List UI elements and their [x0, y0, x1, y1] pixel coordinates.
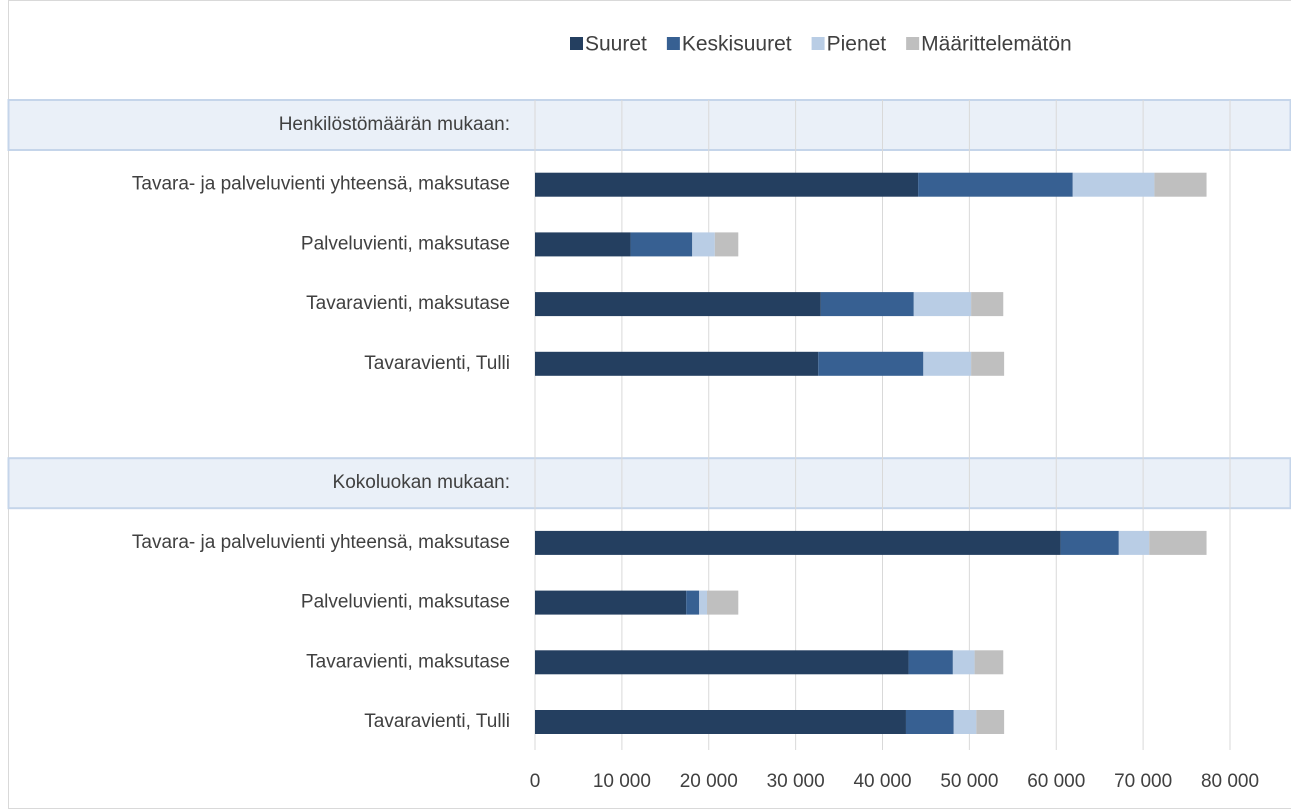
y-tick-label: Tavara- ja palveluvienti yhteensä, maksu… [132, 532, 510, 553]
bar-segment [1149, 530, 1207, 555]
x-tick-label: 30 000 [767, 771, 825, 792]
bar-segment [535, 530, 1061, 555]
bar-segment [1072, 172, 1155, 197]
bar-segment [913, 292, 972, 317]
bar-segment [692, 232, 715, 257]
bar-segment [699, 590, 708, 615]
bar-segment [1118, 530, 1150, 555]
legend-swatch [570, 37, 583, 50]
bar-segment [918, 172, 1073, 197]
bar-segment [1060, 530, 1119, 555]
bar-segment [535, 710, 906, 734]
y-tick-label: Tavaravienti, maksutase [306, 293, 510, 314]
bar-segment [535, 351, 819, 376]
bar-segment [971, 292, 1004, 317]
bar-segment [923, 351, 972, 376]
x-tick-label: 20 000 [680, 771, 738, 792]
legend-label: Keskisuuret [682, 33, 792, 56]
bar-segment [630, 232, 693, 257]
bar-segment [535, 292, 821, 317]
x-tick-label: 0 [530, 771, 541, 792]
x-tick-label: 80 000 [1201, 771, 1259, 792]
y-tick-label: Kokoluokan mukaan: [333, 472, 510, 493]
y-tick-label: Tavaravienti, Tulli [364, 711, 510, 732]
legend-swatch [811, 37, 825, 50]
y-tick-label: Henkilöstömäärän mukaan: [279, 114, 510, 135]
bar-segment [820, 292, 914, 317]
bar-segment [976, 710, 1005, 734]
x-tick-label: 50 000 [940, 771, 998, 792]
bar-segment [1154, 172, 1207, 197]
bar-segment [952, 650, 975, 675]
bar-segment [971, 351, 1005, 376]
bar-segment [714, 232, 739, 257]
y-tick-label: Palveluvienti, maksutase [301, 233, 510, 254]
bar-segment [535, 172, 919, 197]
bar-segment [535, 590, 687, 615]
x-tick-label: 40 000 [853, 771, 911, 792]
bar-segment [908, 650, 953, 675]
bar-segment [535, 232, 631, 257]
bar-segment [818, 351, 924, 376]
y-tick-label: Tavaravienti, maksutase [306, 651, 510, 672]
x-tick-label: 60 000 [1027, 771, 1085, 792]
bar-segment [905, 710, 954, 734]
bar-segment [686, 590, 700, 615]
bar-segment [535, 650, 909, 675]
y-tick-label: Tavara- ja palveluvienti yhteensä, maksu… [132, 174, 510, 195]
group-band [7, 457, 1291, 510]
group-band [7, 99, 1291, 151]
legend-label: Suuret [585, 33, 647, 56]
legend-label: Määrittelemätön [921, 33, 1072, 56]
legend-label: Pienet [827, 33, 887, 56]
y-tick-label: Palveluvienti, maksutase [301, 592, 510, 613]
x-tick-label: 70 000 [1114, 771, 1172, 792]
bar-segment [953, 710, 977, 734]
bar-segment [707, 590, 739, 615]
legend-swatch [666, 37, 680, 50]
legend-swatch [906, 37, 920, 50]
x-tick-label: 10 000 [593, 771, 651, 792]
y-tick-label: Tavaravienti, Tulli [364, 353, 510, 374]
bar-segment [974, 650, 1004, 675]
